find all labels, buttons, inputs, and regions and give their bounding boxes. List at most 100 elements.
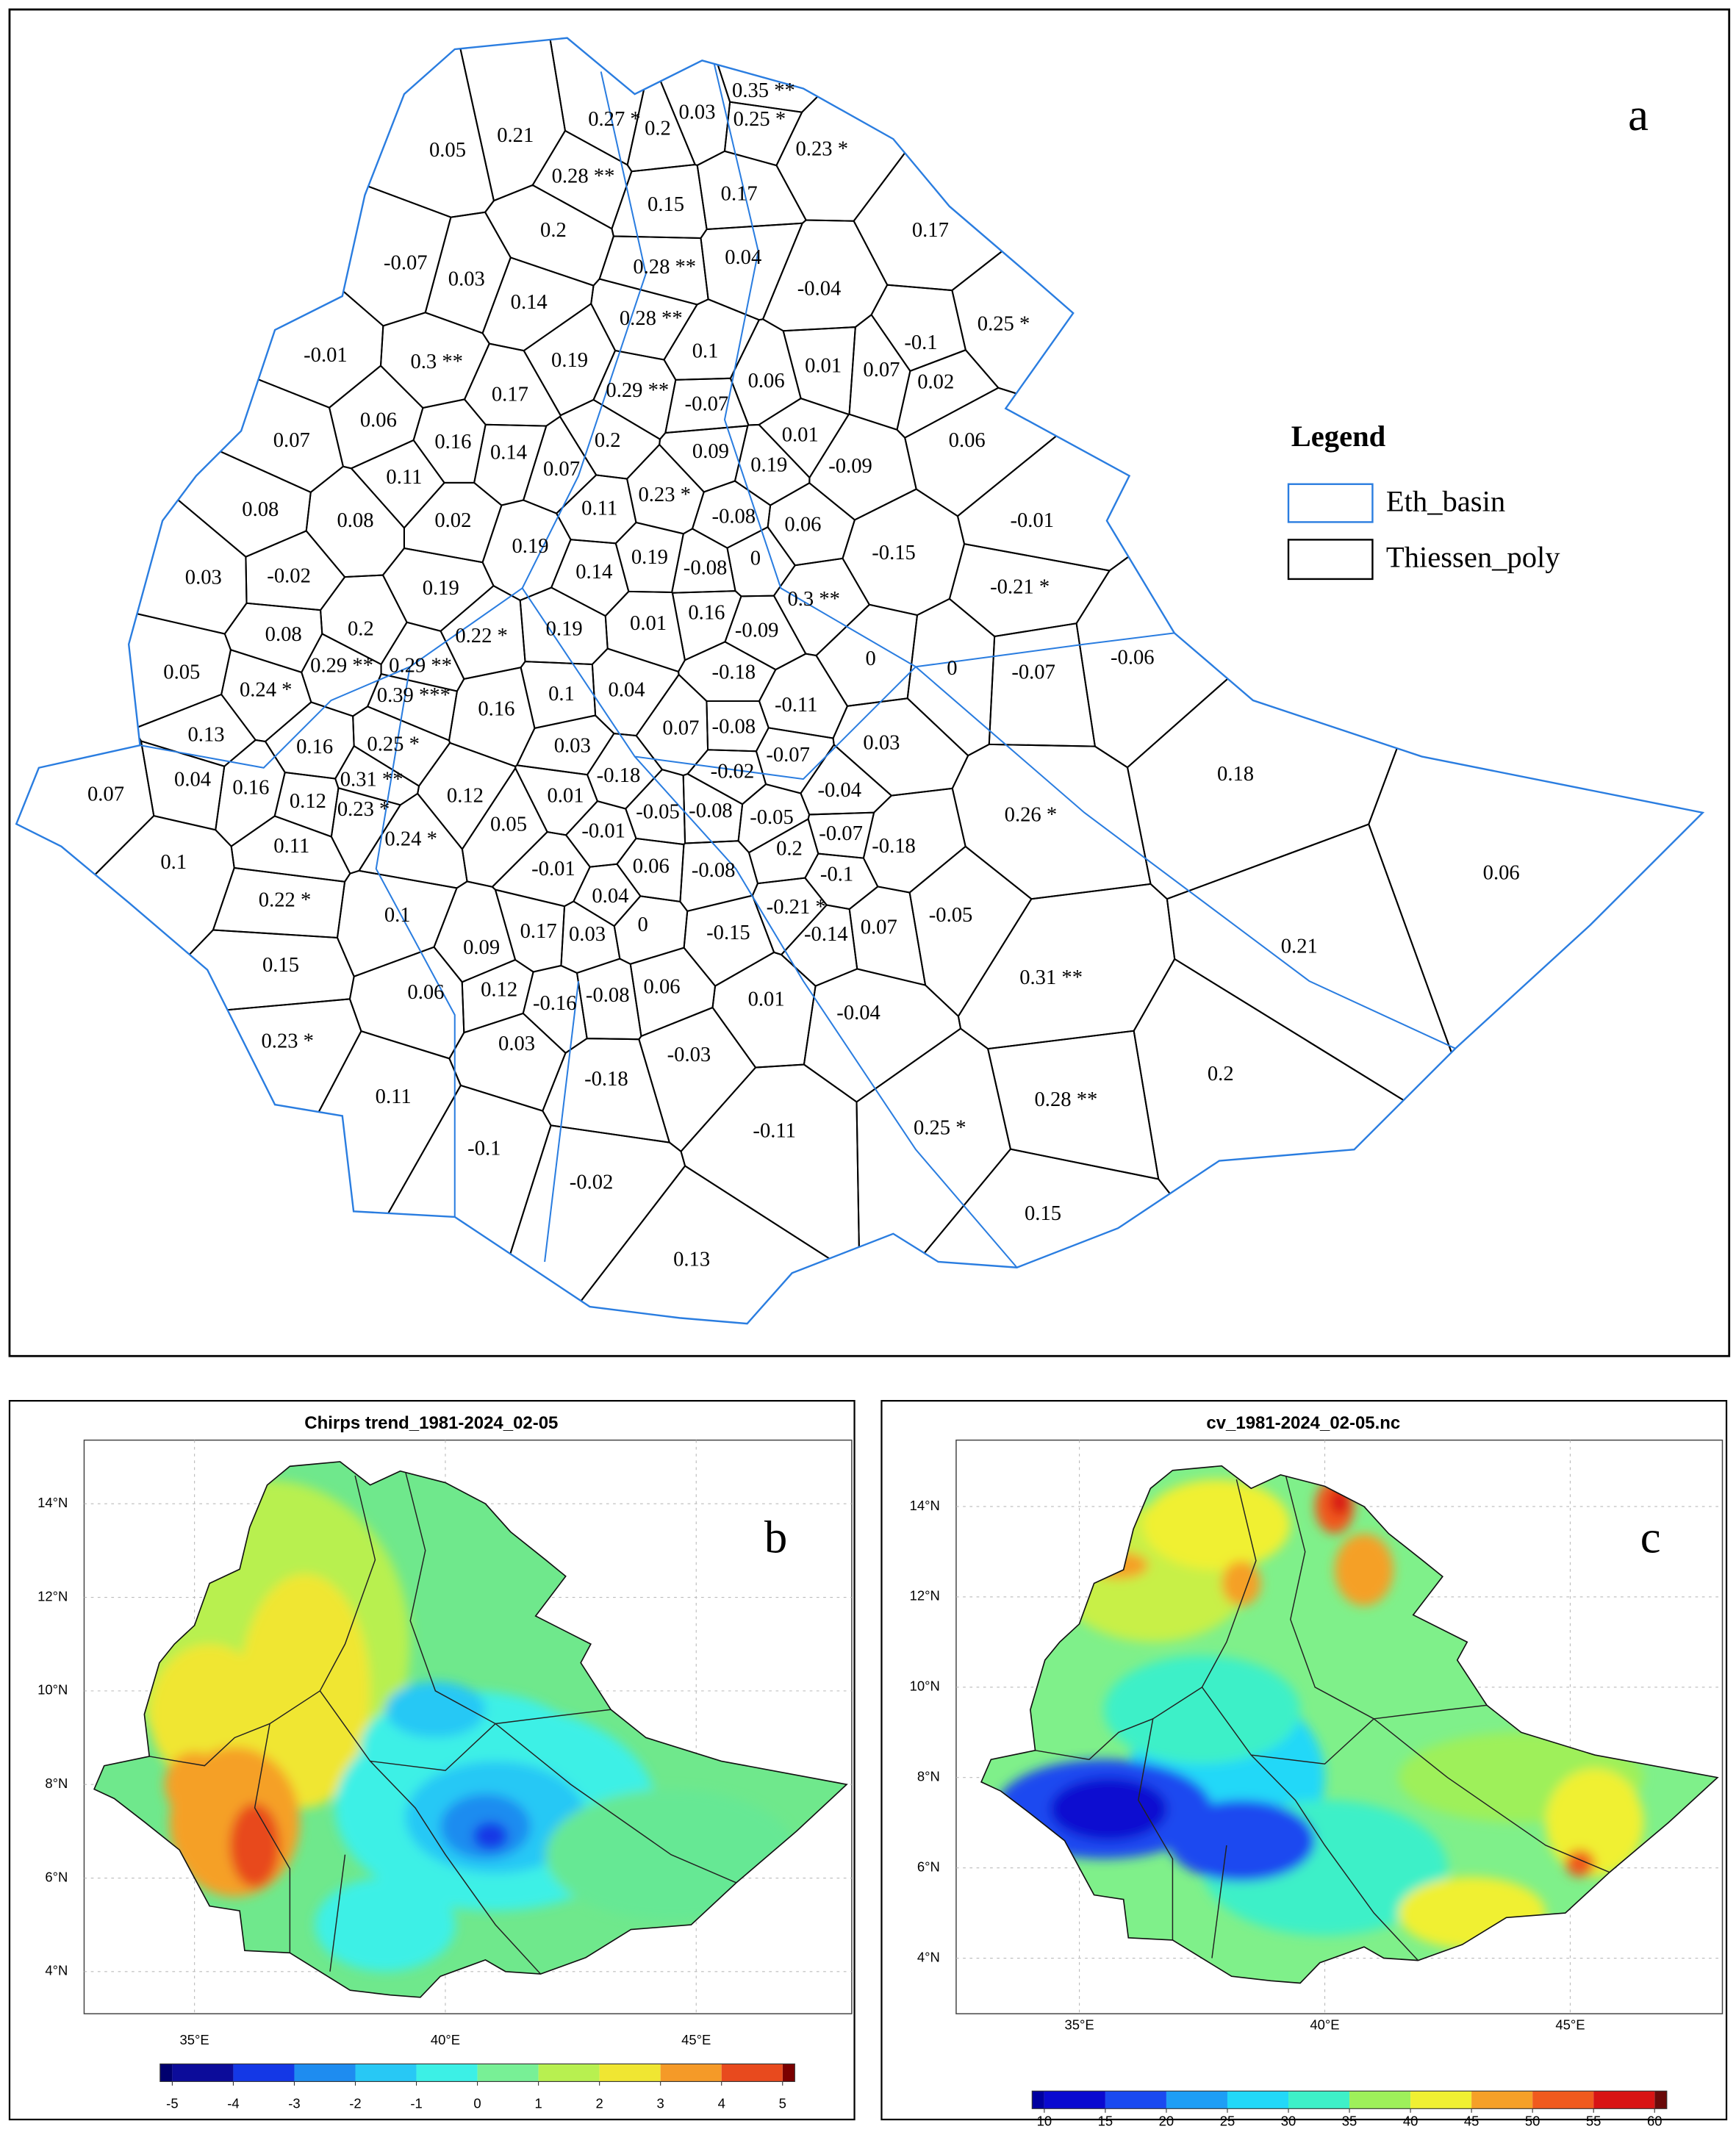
polygon-label: -0.09 bbox=[735, 619, 779, 642]
raster-patch bbox=[1222, 1560, 1261, 1606]
basin-boundary bbox=[544, 980, 580, 1263]
polygon-label: 0.19 bbox=[546, 618, 583, 641]
basin-boundary bbox=[712, 60, 917, 668]
basin-boundary bbox=[521, 587, 917, 780]
colorbar-tick-label: 55 bbox=[1586, 2114, 1602, 2129]
colorbar-segment bbox=[660, 2064, 722, 2082]
raster-patch bbox=[385, 1681, 486, 1738]
polygon-label: -0.05 bbox=[636, 801, 680, 824]
polygon-label: 0.19 bbox=[423, 577, 459, 600]
polygon-label: 0.06 bbox=[748, 370, 785, 392]
basin-boundary bbox=[1285, 1474, 1374, 1720]
polygon-label: 0.24 * bbox=[384, 828, 437, 851]
polygon-label: 0.11 bbox=[376, 1085, 412, 1108]
basin-boundary bbox=[915, 666, 1456, 1049]
basin-boundary bbox=[915, 632, 1174, 668]
panel-a-frame bbox=[8, 8, 1731, 1357]
colorbar-tick-label: 60 bbox=[1647, 2114, 1663, 2129]
polygon-label: 0.31 ** bbox=[340, 768, 403, 791]
colorbar-segment bbox=[1593, 2091, 1655, 2109]
colorbar-tick-label: 45 bbox=[1464, 2114, 1479, 2129]
polygon-label: 0.04 bbox=[725, 246, 761, 269]
polygon-label: -0.07 bbox=[1011, 661, 1055, 684]
polygon-label: 0.08 bbox=[265, 623, 302, 646]
colorbar-tick-label: 15 bbox=[1098, 2114, 1113, 2129]
polygon-label: -0.18 bbox=[712, 661, 756, 684]
polygon-label: 0.28 ** bbox=[1035, 1088, 1098, 1111]
polygon-label: -0.06 bbox=[1111, 646, 1155, 669]
colorbar-tick-label: 30 bbox=[1281, 2114, 1296, 2129]
colorbar-segment bbox=[1471, 2091, 1533, 2109]
polygon-label: -0.1 bbox=[467, 1137, 501, 1160]
polygon-label: 0.07 bbox=[543, 458, 580, 481]
polygon-label: 0.11 bbox=[386, 466, 422, 489]
polygon-label: -0.02 bbox=[267, 565, 311, 588]
raster-patch bbox=[1050, 1777, 1168, 1841]
basin-boundary bbox=[375, 667, 456, 1217]
lon-tick-label: 45°E bbox=[1555, 2017, 1585, 2033]
polygon-label: 0.01 bbox=[630, 612, 667, 635]
legend-swatch bbox=[1287, 483, 1374, 523]
panel-c-frame bbox=[880, 1400, 1728, 2121]
panel-b-frame bbox=[8, 1400, 856, 2121]
colorbar-tick-label: 40 bbox=[1403, 2114, 1418, 2129]
polygon-label: 0.26 * bbox=[1005, 803, 1057, 826]
polygon-label: -0.04 bbox=[836, 1002, 880, 1024]
legend-label: Eth_basin bbox=[1386, 485, 1505, 518]
polygon-label: 0.23 * bbox=[638, 484, 690, 506]
polygon-label: 0.16 bbox=[434, 431, 471, 453]
lat-tick-label: 6°N bbox=[917, 1859, 940, 1875]
basin-boundary bbox=[1137, 1718, 1174, 1940]
polygon-label: 0.15 bbox=[1025, 1202, 1061, 1225]
polygon-label: 0 bbox=[866, 647, 876, 670]
polygon-label: 0.2 bbox=[645, 118, 671, 140]
polygon-label: -0.1 bbox=[820, 864, 853, 886]
lat-tick-label: 10°N bbox=[910, 1679, 940, 1694]
basin-boundary bbox=[1201, 1687, 1374, 1765]
polygon-label: -0.02 bbox=[711, 760, 755, 783]
colorbar-tick-label: -4 bbox=[227, 2096, 239, 2111]
polygon-label: 0.18 bbox=[1217, 763, 1254, 786]
polygon-label: 0.19 bbox=[551, 349, 588, 372]
polygon-label: 0.08 bbox=[242, 498, 279, 521]
polygon-label: 0.08 bbox=[337, 509, 373, 532]
colorbar-segment bbox=[1288, 2091, 1350, 2109]
polygon-label: -0.04 bbox=[817, 779, 861, 802]
polygon-label: -0.07 bbox=[766, 744, 810, 766]
polygon-label: 0.28 ** bbox=[552, 165, 615, 187]
basin-boundary bbox=[1035, 1687, 1202, 1760]
polygon-label: -0.01 bbox=[581, 820, 625, 843]
basin-boundary bbox=[319, 1690, 496, 1771]
polygon-label: -0.16 bbox=[533, 992, 577, 1015]
colorbar-tick-label: -5 bbox=[166, 2096, 178, 2111]
basin-boundary bbox=[1201, 1479, 1257, 1688]
raster-patch bbox=[164, 1751, 225, 1817]
polygon-label: 0.11 bbox=[273, 835, 309, 858]
polygon-label: 0.31 ** bbox=[1019, 966, 1083, 989]
polygon-label: -0.18 bbox=[584, 1068, 628, 1091]
polygon-label: -0.21 * bbox=[767, 896, 826, 919]
polygon-label: -0.11 bbox=[775, 694, 818, 717]
panel-c: 35°E 40°E 45°E 4°N 6°N 8°N 10°N 12°N 14°N 10 15 20 2… bbox=[910, 1439, 1724, 2129]
polygon-label: 0.25 * bbox=[734, 108, 786, 131]
polygon-label: 0.01 bbox=[782, 424, 819, 447]
polygon-label: 0.2 bbox=[1208, 1063, 1234, 1085]
polygon-label: 0.2 bbox=[348, 618, 374, 641]
colorbar-segment bbox=[538, 2064, 600, 2082]
polygon-label: 0.01 bbox=[547, 785, 584, 808]
polygon-label: -0.09 bbox=[828, 455, 872, 478]
colorbar-segment bbox=[1410, 2091, 1472, 2109]
colorbar-tick-label: 5 bbox=[779, 2096, 786, 2111]
colorbar-segment bbox=[477, 2064, 539, 2082]
polygon-label: 0.06 bbox=[407, 981, 444, 1004]
polygon-label: 0.04 bbox=[174, 768, 211, 791]
polygon-label: 0.24 * bbox=[240, 679, 292, 702]
polygon-label: -0.07 bbox=[384, 251, 428, 274]
polygon-label: 0.2 bbox=[595, 429, 621, 452]
raster-patch bbox=[1167, 1800, 1316, 1882]
polygon-label: 0.15 bbox=[262, 954, 299, 977]
polygon-label: -0.05 bbox=[750, 806, 794, 829]
panel-a: 0.35 **0.050.210.27 * 0.20.03 0.25 *0.23 *… bbox=[15, 37, 1705, 1325]
polygon-label: -0.02 bbox=[570, 1171, 614, 1193]
polygon-label: 0.03 bbox=[863, 732, 900, 755]
